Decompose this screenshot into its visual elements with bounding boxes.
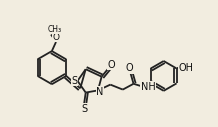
Text: O: O — [53, 33, 60, 42]
Text: NH: NH — [141, 82, 155, 92]
Text: O: O — [126, 63, 133, 73]
Text: N: N — [96, 87, 104, 97]
Text: S: S — [81, 104, 87, 114]
Text: OH: OH — [178, 64, 193, 73]
Text: S: S — [72, 76, 78, 86]
Text: CH₃: CH₃ — [48, 25, 62, 34]
Text: O: O — [107, 60, 115, 70]
